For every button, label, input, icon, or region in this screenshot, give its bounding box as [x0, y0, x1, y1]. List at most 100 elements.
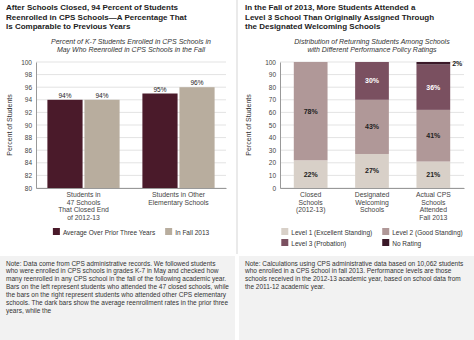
text-line: Distribution of Returning Students Among…: [294, 38, 450, 46]
text-line: Reenrolled in CPS Schools—A Percentage T…: [6, 13, 187, 22]
tick-label: 88: [25, 134, 33, 141]
y-axis: 0102030405060708090100: [265, 59, 280, 192]
data-label: 43%: [365, 123, 380, 130]
tick: Actual CPSSchoolsAttendedFall 2013: [416, 188, 451, 221]
bar: [179, 87, 214, 188]
tick-label: 50: [269, 122, 277, 129]
data-labels: 94%95%94%96%: [58, 79, 203, 99]
text-line: In the Fall of 2013, More Students Atten…: [245, 3, 416, 12]
legend-swatch: [281, 239, 288, 246]
bar-segment: [355, 62, 389, 100]
text-line: Note: Calculations using CPS administrat…: [245, 260, 464, 268]
tick: 80: [269, 84, 280, 91]
data-label: 21%: [426, 171, 441, 178]
tick: 90: [25, 122, 36, 129]
legend-item: Level 2 (Good Standing): [382, 228, 462, 237]
tick: 100: [265, 59, 280, 66]
text-line: the bars on the right represent students…: [6, 291, 227, 299]
data-label: 27%: [365, 167, 380, 174]
tick: Students in47 SchoolsThat Closed Endof 2…: [58, 188, 109, 221]
data-label: 2%: [452, 60, 463, 67]
text-line: who were enrolled in CPS schools in grad…: [5, 267, 219, 275]
tick: 50: [269, 122, 280, 129]
legend-item: Level 3 (Probation): [281, 239, 346, 248]
legend: Average Over Prior Three YearsIn Fall 20…: [53, 228, 210, 237]
bar-segment: [355, 154, 389, 188]
grid: [280, 62, 464, 188]
bars: [47, 87, 214, 188]
legend-swatch: [382, 228, 389, 235]
tick-label: 80: [25, 185, 33, 192]
bar-segment: [355, 100, 389, 154]
tick: 30: [269, 147, 280, 154]
tick: 84: [25, 159, 36, 166]
tick: 94: [25, 96, 36, 103]
bar: [84, 100, 119, 188]
data-label: 36%: [426, 84, 441, 91]
tick-label: 60: [269, 109, 277, 116]
note-background: [0, 256, 235, 340]
tick-label: Students in OtherElementary Schools: [148, 191, 209, 207]
text-line: years, while the: [6, 307, 52, 315]
bar: [47, 100, 82, 188]
note-background: [239, 256, 474, 340]
text-line: Level 3 School Than Originally Assigned …: [245, 13, 434, 22]
text-line: May Who Reenrolled in CPS Schools in the…: [57, 46, 206, 54]
bar-segment: [294, 62, 328, 63]
bar: [142, 94, 177, 189]
tick-label: 86: [25, 147, 33, 154]
text-line: Welcoming: [355, 199, 389, 207]
text-line: the 2011-12 academic year.: [245, 283, 325, 291]
tick-label: 10: [269, 172, 277, 179]
bars: [294, 62, 450, 188]
text-line: Bars on the left represent students who …: [6, 283, 229, 291]
x-axis: ClosedSchools(2012-13) DesignatedWelcomin…: [281, 188, 465, 221]
legend-label: Average Over Prior Three Years: [63, 229, 156, 237]
text-line: 47 Schools: [67, 199, 101, 206]
text-line: Schools: [299, 199, 324, 206]
grid-line: [36, 74, 226, 75]
tick: 40: [269, 134, 280, 141]
tick-label: 100: [265, 59, 276, 66]
tick-label: 100: [21, 59, 32, 66]
chart-subtitle: Distribution of Returning Students Among…: [294, 38, 450, 54]
tick: 0: [272, 185, 280, 192]
y-axis: 80828486889092949698100: [21, 59, 36, 192]
tick: 86: [25, 147, 36, 154]
bar-segment: [294, 62, 328, 63]
tick-label: 40: [269, 134, 277, 141]
data-label: 96%: [191, 79, 204, 86]
data-label: 94%: [96, 92, 109, 99]
note-box: Note: Data come from CPS administrative …: [0, 256, 235, 340]
tick-label: 0: [272, 185, 276, 192]
tick: 20: [269, 159, 280, 166]
text-line: Attended: [420, 206, 447, 213]
chart-panel: After Schools Closed, 94 Percent of Stud…: [0, 3, 235, 340]
text-line: Actual CPS: [416, 191, 451, 198]
bar-segment: [416, 110, 450, 162]
tick-label: 70: [269, 96, 277, 103]
text-line: schools. The dark bars show the average …: [6, 299, 228, 307]
tick: 88: [25, 134, 36, 141]
axis-title: Percent of Students: [6, 94, 13, 156]
tick-label: Actual CPSSchoolsAttendedFall 2013: [416, 191, 451, 221]
text-line: Designated: [355, 191, 390, 199]
text-line: of 2012-13: [67, 214, 100, 221]
tick-label: DesignatedWelcomingSchools: [355, 191, 390, 214]
legend-swatch: [53, 228, 60, 235]
text-line: schools received in the 2012-13 academic…: [245, 275, 461, 283]
x-axis: Students in47 SchoolsThat Closed Endof 2…: [37, 188, 227, 221]
chart-figure: After Schools Closed, 94 Percent of Stud…: [0, 0, 474, 340]
text-line: many reenrolled in any CPS school in the…: [6, 275, 226, 283]
text-line: Fall 2013: [419, 214, 447, 221]
axis-title: Percent of Students: [245, 94, 252, 156]
tick-label: ClosedSchools(2012-13): [296, 191, 325, 215]
chart-title: After Schools Closed, 94 Percent of Stud…: [6, 3, 187, 31]
tick: ClosedSchools(2012-13): [296, 188, 325, 214]
note-text: Note: Data come from CPS administrative …: [5, 260, 229, 316]
tick-label: 80: [269, 84, 277, 91]
text-line: Is Comparable to Previous Years: [6, 22, 131, 31]
tick-label: 92: [25, 109, 33, 116]
tick: DesignatedWelcomingSchools: [355, 188, 390, 213]
axis-line: [37, 188, 227, 189]
